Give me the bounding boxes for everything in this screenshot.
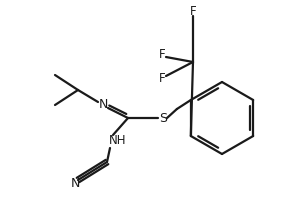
Text: F: F xyxy=(159,48,165,61)
Text: NH: NH xyxy=(109,133,127,146)
Text: S: S xyxy=(159,111,167,124)
Text: F: F xyxy=(190,5,196,19)
Text: N: N xyxy=(98,99,108,111)
Text: F: F xyxy=(159,72,165,85)
Text: N: N xyxy=(70,177,80,189)
